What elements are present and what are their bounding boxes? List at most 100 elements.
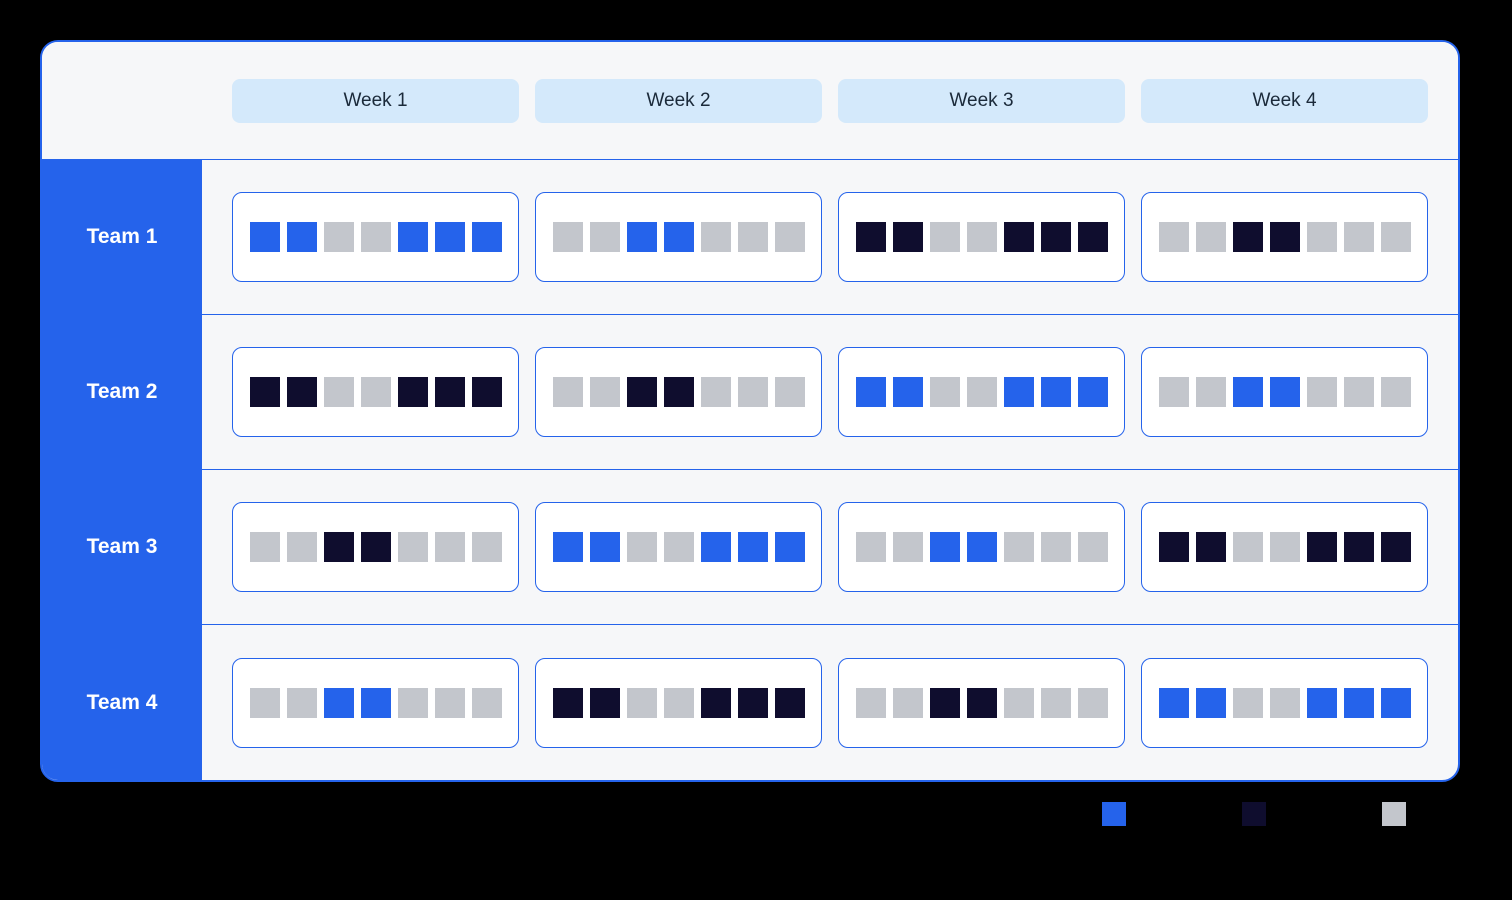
week-cell bbox=[535, 347, 822, 437]
team-row: Team 2 bbox=[42, 315, 1458, 470]
day-square bbox=[701, 377, 731, 407]
day-square bbox=[287, 532, 317, 562]
day-square bbox=[324, 532, 354, 562]
day-square bbox=[893, 532, 923, 562]
day-square bbox=[1270, 532, 1300, 562]
day-square bbox=[250, 377, 280, 407]
day-square bbox=[1004, 688, 1034, 718]
week-cell bbox=[232, 192, 519, 282]
day-square bbox=[893, 222, 923, 252]
day-square bbox=[324, 688, 354, 718]
day-square bbox=[287, 688, 317, 718]
day-square bbox=[1270, 222, 1300, 252]
day-square bbox=[1078, 377, 1108, 407]
day-square bbox=[1004, 377, 1034, 407]
day-square bbox=[1004, 222, 1034, 252]
week-cell bbox=[535, 502, 822, 592]
day-square bbox=[1307, 532, 1337, 562]
day-square bbox=[930, 222, 960, 252]
day-square bbox=[701, 688, 731, 718]
day-square bbox=[398, 532, 428, 562]
day-square bbox=[287, 222, 317, 252]
day-square bbox=[1041, 532, 1071, 562]
week-cell bbox=[535, 658, 822, 748]
day-square bbox=[435, 222, 465, 252]
week-cell bbox=[535, 192, 822, 282]
legend-item: (12h) bbox=[1102, 802, 1182, 826]
day-square bbox=[472, 377, 502, 407]
team-label: Team 4 bbox=[42, 625, 202, 780]
day-square bbox=[1196, 222, 1226, 252]
day-square bbox=[1307, 222, 1337, 252]
day-square bbox=[361, 688, 391, 718]
day-square bbox=[1344, 532, 1374, 562]
day-square bbox=[398, 688, 428, 718]
day-square bbox=[967, 377, 997, 407]
team-label: Team 3 bbox=[42, 470, 202, 624]
day-square bbox=[1233, 532, 1263, 562]
day-square bbox=[472, 222, 502, 252]
week-header: Week 1 bbox=[232, 79, 519, 123]
week-header: Week 2 bbox=[535, 79, 822, 123]
day-square bbox=[1159, 222, 1189, 252]
week-cells bbox=[202, 315, 1458, 469]
day-square bbox=[738, 377, 768, 407]
day-square bbox=[590, 532, 620, 562]
week-cell bbox=[232, 658, 519, 748]
day-square bbox=[701, 532, 731, 562]
day-square bbox=[856, 532, 886, 562]
day-square bbox=[967, 222, 997, 252]
legend-swatch bbox=[1382, 802, 1406, 826]
day-square bbox=[435, 377, 465, 407]
shift-schedule-chart: Week 1Week 2Week 3Week 4 Team 1Team 2Tea… bbox=[40, 40, 1460, 782]
day-square bbox=[967, 688, 997, 718]
day-square bbox=[1381, 688, 1411, 718]
week-cell bbox=[1141, 658, 1428, 748]
day-square bbox=[1344, 377, 1374, 407]
week-headers: Week 1Week 2Week 3Week 4 bbox=[202, 42, 1458, 159]
day-square bbox=[1078, 532, 1108, 562]
day-square bbox=[738, 222, 768, 252]
day-square bbox=[590, 222, 620, 252]
day-square bbox=[664, 222, 694, 252]
day-square bbox=[1196, 377, 1226, 407]
week-header: Week 3 bbox=[838, 79, 1125, 123]
day-square bbox=[893, 377, 923, 407]
header-spacer bbox=[42, 42, 202, 159]
day-square bbox=[553, 377, 583, 407]
day-square bbox=[435, 688, 465, 718]
day-square bbox=[664, 377, 694, 407]
week-cell bbox=[838, 192, 1125, 282]
legend-swatch bbox=[1102, 802, 1126, 826]
day-square bbox=[361, 532, 391, 562]
team-label: Team 1 bbox=[42, 160, 202, 314]
day-square bbox=[856, 688, 886, 718]
day-square bbox=[250, 688, 280, 718]
day-square bbox=[472, 688, 502, 718]
day-square bbox=[1381, 377, 1411, 407]
week-cell bbox=[232, 347, 519, 437]
day-square bbox=[590, 377, 620, 407]
day-square bbox=[738, 532, 768, 562]
team-label: Team 2 bbox=[42, 315, 202, 469]
week-cells bbox=[202, 625, 1458, 780]
legend-swatch bbox=[1242, 802, 1266, 826]
day-square bbox=[1233, 688, 1263, 718]
week-cell bbox=[1141, 192, 1428, 282]
day-square bbox=[893, 688, 923, 718]
day-square bbox=[590, 688, 620, 718]
day-square bbox=[856, 222, 886, 252]
day-square bbox=[1307, 377, 1337, 407]
day-square bbox=[664, 532, 694, 562]
week-cell bbox=[838, 347, 1125, 437]
day-square bbox=[1041, 688, 1071, 718]
day-square bbox=[1307, 688, 1337, 718]
day-square bbox=[1196, 532, 1226, 562]
week-cells bbox=[202, 160, 1458, 314]
day-square bbox=[1344, 688, 1374, 718]
team-row: Team 4 bbox=[42, 625, 1458, 780]
day-square bbox=[627, 222, 657, 252]
week-cell bbox=[232, 502, 519, 592]
day-square bbox=[361, 222, 391, 252]
header-row: Week 1Week 2Week 3Week 4 bbox=[42, 42, 1458, 160]
